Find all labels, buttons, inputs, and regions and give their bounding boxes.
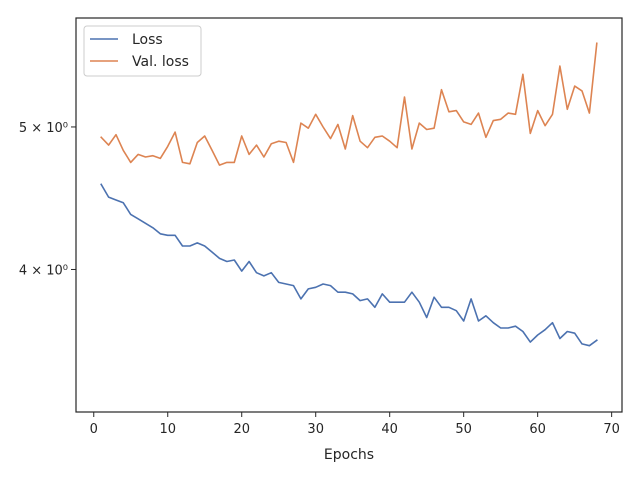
plot-frame xyxy=(75,17,623,413)
x-axis-label: Epochs xyxy=(324,447,374,463)
x-tick-label: 30 xyxy=(307,422,324,437)
x-tick-label: 70 xyxy=(603,422,620,437)
x-tick-label: 60 xyxy=(529,422,546,437)
series-layer xyxy=(100,42,598,347)
legend-label-val-loss: Val. loss xyxy=(132,54,189,70)
legend: Loss Val. loss xyxy=(83,25,202,77)
legend-label-loss: Loss xyxy=(132,32,163,48)
y-tick-label: 5 × 10⁰ xyxy=(19,121,68,136)
x-tick-label: 10 xyxy=(159,422,176,437)
series-line-loss xyxy=(100,183,598,347)
x-tick-label: 20 xyxy=(233,422,250,437)
series-line-val-loss xyxy=(100,42,598,166)
x-tick-label: 0 xyxy=(90,422,98,437)
x-tick-label: 40 xyxy=(381,422,398,437)
ticks-layer: 0 10 20 30 40 50 60 70 4 × 10⁰ 5 × 10⁰ xyxy=(19,121,620,437)
x-tick-label: 50 xyxy=(455,422,472,437)
y-tick-label: 4 × 10⁰ xyxy=(19,263,68,278)
